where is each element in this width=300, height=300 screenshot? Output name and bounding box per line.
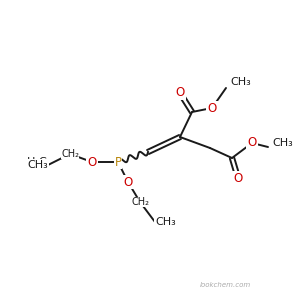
Text: CH₂: CH₂ bbox=[61, 149, 79, 159]
Text: O: O bbox=[233, 172, 243, 184]
Text: CH₃: CH₃ bbox=[272, 138, 293, 148]
Text: O: O bbox=[123, 176, 133, 188]
Text: O: O bbox=[176, 86, 184, 100]
Text: lookchem.com: lookchem.com bbox=[200, 282, 250, 288]
Text: CH₃: CH₃ bbox=[27, 160, 48, 170]
Text: P: P bbox=[115, 155, 122, 169]
Text: CH₃: CH₃ bbox=[230, 77, 251, 87]
Text: O: O bbox=[248, 136, 256, 149]
Text: CH₂: CH₂ bbox=[131, 197, 149, 207]
Text: O: O bbox=[207, 101, 217, 115]
Text: CH₃: CH₃ bbox=[155, 217, 176, 227]
Text: H₃C: H₃C bbox=[27, 157, 48, 167]
Text: ethyl: ethyl bbox=[68, 149, 72, 151]
Text: O: O bbox=[87, 155, 97, 169]
